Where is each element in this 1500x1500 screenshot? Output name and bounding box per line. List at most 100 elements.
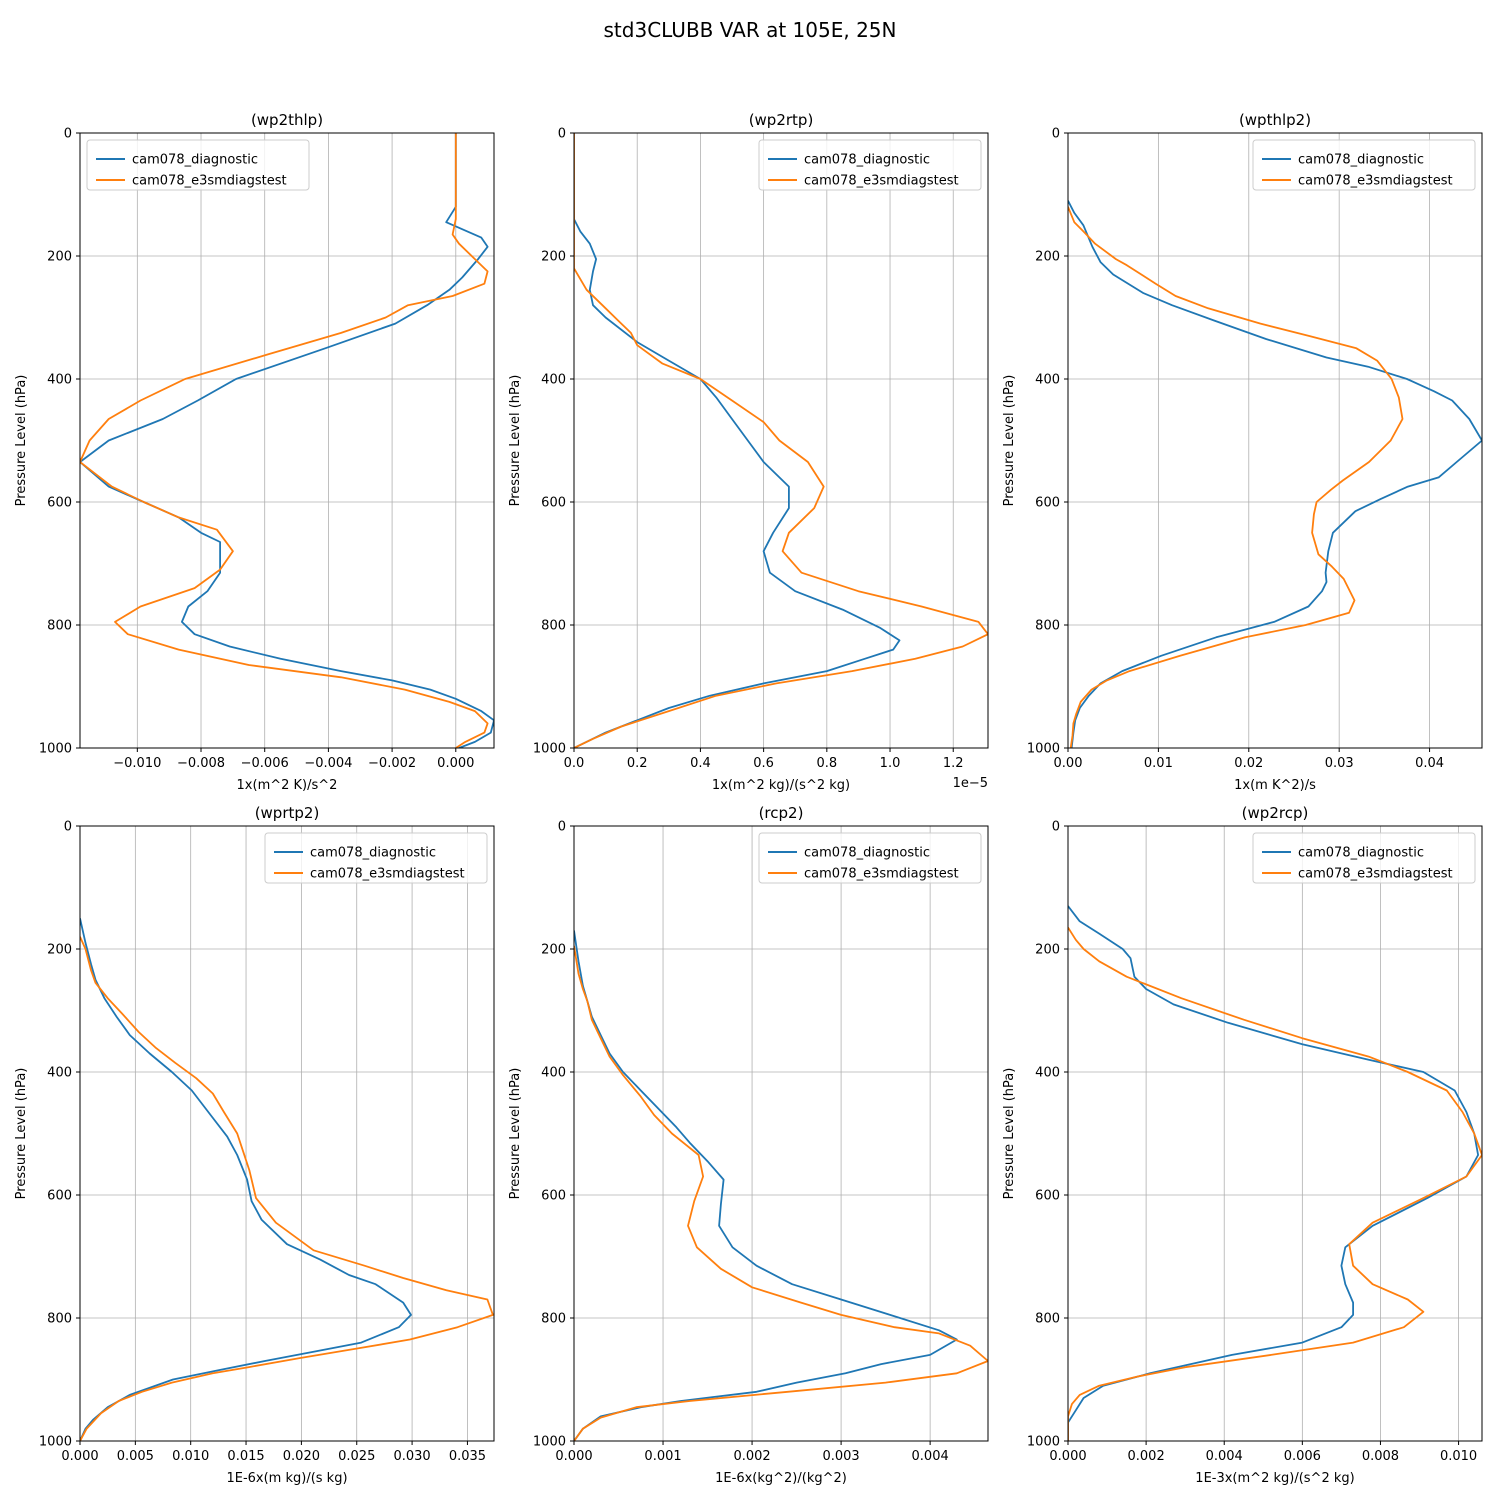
- x-tick-label: 0.010: [1440, 1449, 1477, 1464]
- legend-box: [758, 832, 982, 884]
- series-line-cam078_diagnostic: [80, 918, 412, 1441]
- y-tick-label: 600: [1035, 496, 1060, 511]
- x-tick-label: 0.003: [822, 1449, 859, 1464]
- x-tick-label: 0.002: [1128, 1449, 1165, 1464]
- x-tick-label: 0.000: [61, 1449, 98, 1464]
- legend-box: [1252, 832, 1476, 884]
- legend-entry-label: cam078_e3smdiagstest: [1298, 867, 1453, 882]
- legend-box: [1252, 139, 1476, 191]
- x-axis-label: 1x(m^2 kg)/(s^2 kg): [712, 778, 850, 793]
- y-tick-label: 200: [1035, 250, 1060, 265]
- legend-entry-label: cam078_diagnostic: [132, 153, 258, 168]
- x-tick-label: 0.001: [644, 1449, 681, 1464]
- y-tick-label: 1000: [533, 742, 566, 757]
- series-line-cam078_e3smdiagstest: [80, 936, 494, 1441]
- x-tick-label: 0.002: [733, 1449, 770, 1464]
- x-axis-label: 1E-6x(m kg)/(s kg): [226, 1471, 347, 1486]
- y-tick-label: 0: [1052, 820, 1060, 835]
- series-line-cam078_diagnostic: [1068, 200, 1482, 748]
- y-axis-label: Pressure Level (hPa): [14, 375, 29, 507]
- x-tick-label: 0.2: [627, 756, 648, 771]
- x-axis-label: 1E-6x(kg^2)/(kg^2): [715, 1471, 847, 1486]
- legend-box: [264, 832, 488, 884]
- y-axis-label: Pressure Level (hPa): [14, 1068, 29, 1200]
- y-tick-label: 800: [541, 1312, 566, 1327]
- x-axis-label: 1x(m K^2)/s: [1234, 778, 1316, 793]
- figure-title: std3CLUBB VAR at 105E, 25N: [604, 18, 897, 42]
- y-tick-label: 1000: [533, 1435, 566, 1450]
- legend: cam078_diagnostic cam078_e3smdiagstest: [264, 832, 488, 884]
- y-tick-label: 1000: [39, 742, 72, 757]
- y-tick-label: 1000: [39, 1435, 72, 1450]
- x-axis-label: 1E-3x(m^2 kg)/(s^2 kg): [1195, 1471, 1354, 1486]
- x-tick-label: 0.6: [753, 756, 774, 771]
- x-tick-label: 0.8: [816, 756, 837, 771]
- legend: cam078_diagnostic cam078_e3smdiagstest: [1252, 139, 1476, 191]
- series-line-cam078_e3smdiagstest: [1068, 206, 1404, 748]
- x-tick-label: 0.4: [690, 756, 711, 771]
- x-tick-label: 0.04: [1415, 756, 1444, 771]
- x-tick-label: 0.000: [1049, 1449, 1086, 1464]
- x-tick-label: 0.035: [449, 1449, 486, 1464]
- series-line-cam078_e3smdiagstest: [80, 133, 489, 748]
- subplot-title: (rcp2): [759, 804, 804, 822]
- legend-entry-label: cam078_diagnostic: [1298, 846, 1424, 861]
- subplot-3: 0.00 0.01 0.02 0.03 0.04 0 200 400 600 800 1000 (wp…: [1002, 111, 1483, 793]
- y-tick-label: 600: [47, 496, 72, 511]
- legend-entry-label: cam078_diagnostic: [1298, 153, 1424, 168]
- y-tick-label: 0: [558, 820, 566, 835]
- axes-frame: [79, 825, 495, 1442]
- subplot-title: (wprtp2): [255, 804, 320, 822]
- x-tick-label: 0.015: [227, 1449, 264, 1464]
- x-tick-label: 1.0: [880, 756, 901, 771]
- subplot-title: (wp2rcp): [1242, 804, 1309, 822]
- legend-entry-label: cam078_e3smdiagstest: [1298, 174, 1453, 189]
- y-tick-label: 800: [47, 1312, 72, 1327]
- x-tick-label: 0.03: [1325, 756, 1354, 771]
- y-tick-label: 400: [541, 1066, 566, 1081]
- legend-entry-label: cam078_e3smdiagstest: [804, 174, 959, 189]
- y-tick-label: 600: [1035, 1189, 1060, 1204]
- y-axis-label: Pressure Level (hPa): [508, 375, 523, 507]
- x-tick-label: 0.000: [437, 756, 474, 771]
- y-tick-label: 0: [558, 127, 566, 142]
- x-tick-label: 0.030: [393, 1449, 430, 1464]
- subplot-2: 0.0 0.2 0.4 0.6 0.8 1.0 1.2 0 200 400 600 800 1000 (w…: [508, 111, 989, 793]
- x-tick-label: −0.002: [368, 756, 416, 771]
- x-tick-label: −0.004: [304, 756, 352, 771]
- axes-frame: [79, 132, 495, 749]
- x-tick-label: −0.008: [177, 756, 225, 771]
- y-tick-label: 800: [47, 619, 72, 634]
- y-tick-label: 400: [47, 373, 72, 388]
- y-axis-label: Pressure Level (hPa): [1002, 375, 1017, 507]
- y-tick-label: 0: [64, 127, 72, 142]
- x-tick-label: −0.006: [241, 756, 289, 771]
- x-tick-label: 0.004: [912, 1449, 949, 1464]
- y-tick-label: 800: [1035, 619, 1060, 634]
- y-axis-label: Pressure Level (hPa): [508, 1068, 523, 1200]
- x-tick-label: 0.02: [1234, 756, 1263, 771]
- legend: cam078_diagnostic cam078_e3smdiagstest: [86, 139, 310, 191]
- x-tick-label: 0.004: [1206, 1449, 1243, 1464]
- y-tick-label: 200: [541, 943, 566, 958]
- y-axis-label: Pressure Level (hPa): [1002, 1068, 1017, 1200]
- subplot-title: (wpthlp2): [1239, 111, 1311, 129]
- axes-frame: [573, 825, 989, 1442]
- x-tick-label: 1.2: [943, 756, 964, 771]
- y-tick-label: 800: [1035, 1312, 1060, 1327]
- y-tick-label: 600: [541, 496, 566, 511]
- y-tick-label: 400: [541, 373, 566, 388]
- legend-entry-label: cam078_e3smdiagstest: [310, 867, 465, 882]
- x-tick-label: 0.005: [117, 1449, 154, 1464]
- legend-entry-label: cam078_diagnostic: [804, 153, 930, 168]
- axes-frame: [1067, 825, 1483, 1442]
- subplot-5: 0.000 0.001 0.002 0.003 0.004 0 200 400 600 800 10…: [508, 804, 989, 1486]
- y-tick-label: 600: [541, 1189, 566, 1204]
- subplot-grid: −0.010 −0.008 −0.006 −0.004 −0.002 0.00002004…: [14, 111, 1483, 1486]
- series-line-cam078_e3smdiagstest: [574, 133, 988, 748]
- legend-box: [758, 139, 982, 191]
- y-tick-label: 1000: [1027, 742, 1060, 757]
- series-line-cam078_diagnostic: [574, 930, 958, 1441]
- legend-entry-label: cam078_e3smdiagstest: [132, 174, 287, 189]
